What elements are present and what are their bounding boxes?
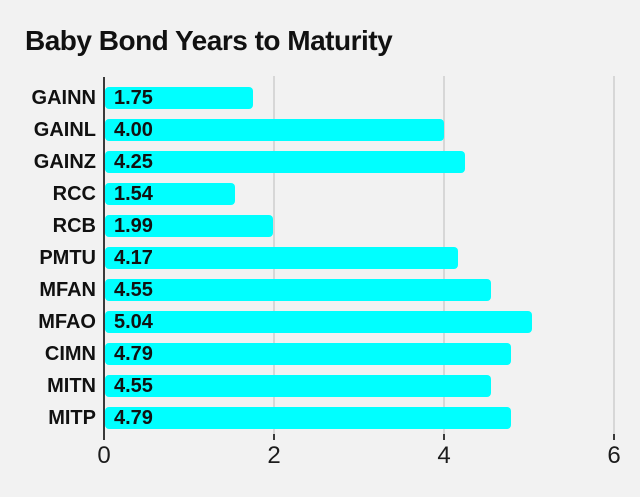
bar: 1.75 (105, 87, 253, 109)
bar: 4.55 (105, 375, 491, 397)
x-tick-label: 0 (97, 442, 111, 469)
category-label: GAINZ (33, 151, 96, 173)
bar: 1.99 (105, 215, 273, 237)
bar: 4.00 (105, 119, 444, 141)
bar-row: MITP 4.79 (0, 402, 640, 434)
x-tick-label: 4 (437, 442, 451, 469)
bar-row: GAINL 4.00 (0, 114, 640, 146)
category-label: RCC (52, 183, 96, 205)
bar: 1.54 (105, 183, 235, 205)
category-label: MFAN (39, 279, 96, 301)
bar-value-label: 5.04 (114, 311, 153, 333)
bar: 5.04 (105, 311, 532, 333)
x-axis-zero-line (103, 77, 105, 434)
bar-row: RCB 1.99 (0, 210, 640, 242)
bar-row: GAINN 1.75 (0, 82, 640, 114)
x-tick-mark-4 (443, 434, 445, 440)
bar-row: RCC 1.54 (0, 178, 640, 210)
bar-row: GAINZ 4.25 (0, 146, 640, 178)
category-label: CIMN (44, 343, 96, 365)
bar-value-label: 1.75 (114, 87, 153, 109)
bar: 4.79 (105, 343, 511, 365)
bar: 4.25 (105, 151, 465, 173)
x-tick-label: 2 (267, 442, 281, 469)
bar-value-label: 4.25 (114, 151, 153, 173)
bar-row: MITN 4.55 (0, 370, 640, 402)
x-tick-label: 6 (607, 442, 621, 469)
bar: 4.79 (105, 407, 511, 429)
bar-value-label: 4.00 (114, 119, 153, 141)
bar-value-label: 1.54 (114, 183, 153, 205)
x-tick-mark-0 (103, 434, 105, 440)
x-tick-mark-6 (613, 434, 615, 440)
x-tick-mark-2 (273, 434, 275, 440)
bar: 4.17 (105, 247, 458, 269)
category-label: MITP (48, 407, 96, 429)
bar-value-label: 4.55 (114, 375, 153, 397)
category-label: RCB (52, 215, 96, 237)
bar-value-label: 4.79 (114, 343, 153, 365)
bar-value-label: 4.79 (114, 407, 153, 429)
bar-row: MFAN 4.55 (0, 274, 640, 306)
category-label: GAINL (33, 119, 96, 141)
bar-value-label: 4.55 (114, 279, 153, 301)
gridline-x-6 (613, 76, 615, 434)
category-label: GAINN (31, 87, 96, 109)
bar-value-label: 4.17 (114, 247, 153, 269)
bar-row: PMTU 4.17 (0, 242, 640, 274)
bar-row: CIMN 4.79 (0, 338, 640, 370)
bar: 4.55 (105, 279, 491, 301)
chart-title: Baby Bond Years to Maturity (25, 25, 393, 56)
category-label: MITN (47, 375, 96, 397)
category-label: PMTU (39, 247, 96, 269)
bar-value-label: 1.99 (114, 215, 153, 237)
bar-row: MFAO 5.04 (0, 306, 640, 338)
category-label: MFAO (38, 311, 96, 333)
